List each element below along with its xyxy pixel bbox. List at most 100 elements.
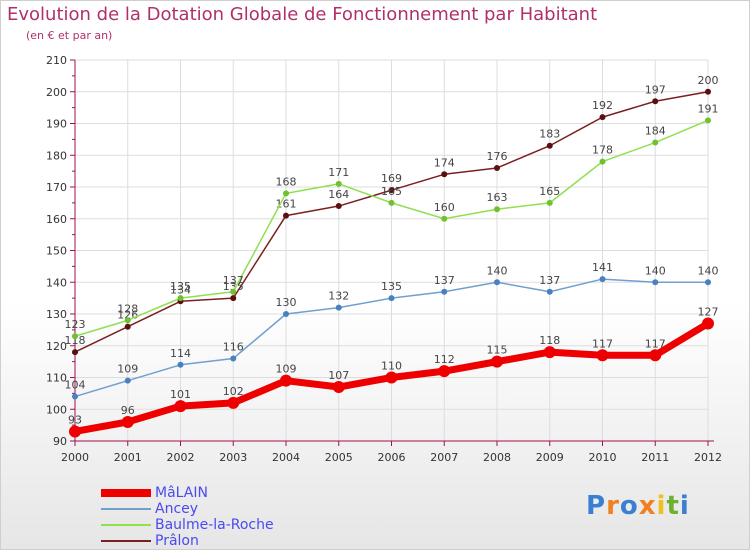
data-point: [702, 317, 714, 330]
data-point: [705, 279, 711, 286]
data-point: [652, 139, 659, 146]
x-tick-label: 2000: [61, 451, 89, 464]
data-point: [494, 164, 500, 171]
data-label: 110: [381, 360, 402, 373]
y-tick-label: 120: [46, 340, 67, 353]
legend-swatch: [101, 508, 151, 510]
data-point: [652, 279, 659, 286]
data-label: 178: [592, 144, 613, 157]
data-label: 96: [121, 404, 135, 417]
chart-subtitle: (en € et par an): [26, 29, 113, 42]
data-point: [230, 355, 237, 362]
data-label: 165: [539, 185, 560, 198]
data-point: [230, 288, 237, 295]
data-label: 107: [328, 369, 349, 382]
x-tick-label: 2010: [589, 451, 617, 464]
data-label: 134: [170, 283, 191, 296]
data-point: [121, 415, 134, 428]
data-label: 137: [223, 274, 244, 287]
x-tick-label: 2005: [325, 451, 353, 464]
data-label: 164: [328, 188, 349, 201]
x-tick-label: 2004: [272, 451, 300, 464]
data-label: 117: [592, 337, 613, 350]
data-point: [230, 295, 237, 302]
data-label: 101: [170, 388, 191, 401]
y-tick-label: 190: [46, 118, 67, 131]
data-point: [72, 393, 78, 400]
data-point: [283, 212, 289, 219]
y-tick-label: 180: [46, 149, 67, 162]
legend-label: Prâlon: [155, 533, 199, 549]
x-tick-label: 2002: [167, 451, 195, 464]
data-label: 127: [698, 306, 719, 319]
data-point: [652, 98, 659, 105]
legend-swatch: [101, 489, 151, 497]
data-point: [177, 295, 184, 302]
data-point: [124, 323, 131, 330]
data-label: 171: [328, 166, 349, 179]
data-point: [599, 276, 606, 283]
y-tick-label: 90: [53, 435, 67, 448]
y-tick-label: 150: [46, 245, 67, 258]
data-point: [546, 142, 553, 149]
logo-letter: r: [606, 491, 620, 521]
data-label: 192: [592, 99, 613, 112]
data-label: 112: [434, 353, 455, 366]
data-label: 130: [276, 296, 297, 309]
legend-label: MâLAIN: [155, 485, 208, 501]
data-label: 135: [381, 280, 402, 293]
data-label: 140: [487, 264, 508, 277]
logo-letter: x: [638, 491, 657, 521]
data-point: [124, 377, 131, 384]
data-point: [335, 203, 342, 210]
data-point: [546, 288, 553, 295]
legend-swatch: [101, 540, 151, 542]
data-point: [441, 215, 448, 222]
data-point: [72, 333, 78, 340]
x-tick-label: 2009: [536, 451, 564, 464]
data-point: [283, 190, 289, 197]
data-label: 118: [65, 334, 86, 347]
data-point: [649, 349, 662, 362]
data-label: 137: [539, 274, 560, 287]
data-point: [388, 187, 395, 194]
data-point: [72, 349, 78, 356]
data-point: [438, 365, 451, 378]
logo-letter: i: [656, 491, 667, 521]
x-tick-label: 2007: [430, 451, 458, 464]
proxiti-logo: Proxiti: [586, 491, 690, 521]
logo-letter: t: [666, 491, 680, 521]
data-label: 165: [381, 185, 402, 198]
y-tick-label: 170: [46, 181, 67, 194]
data-label: 200: [698, 74, 719, 87]
legend-swatch: [101, 524, 151, 526]
data-label: 135: [170, 280, 191, 293]
data-label: 191: [698, 102, 719, 115]
data-point: [543, 346, 556, 359]
data-point: [335, 180, 342, 187]
data-point: [441, 288, 448, 295]
data-point: [494, 279, 500, 286]
data-point: [599, 114, 606, 121]
data-point: [332, 381, 345, 394]
data-point: [388, 295, 395, 302]
data-label: 141: [592, 261, 613, 274]
x-tick-label: 2001: [114, 451, 142, 464]
x-tick-label: 2006: [378, 451, 406, 464]
x-tick-label: 2012: [694, 451, 722, 464]
data-label: 115: [487, 344, 508, 357]
data-label: 128: [117, 302, 138, 315]
data-label: 123: [65, 318, 86, 331]
y-tick-label: 110: [46, 372, 67, 385]
data-label: 140: [645, 264, 666, 277]
x-tick-label: 2011: [641, 451, 669, 464]
y-tick-label: 130: [46, 308, 67, 321]
data-point: [280, 374, 292, 387]
data-label: 109: [276, 363, 297, 376]
data-label: 132: [328, 290, 349, 303]
x-tick-label: 2008: [483, 451, 511, 464]
data-point: [596, 349, 609, 362]
data-label: 109: [117, 363, 138, 376]
